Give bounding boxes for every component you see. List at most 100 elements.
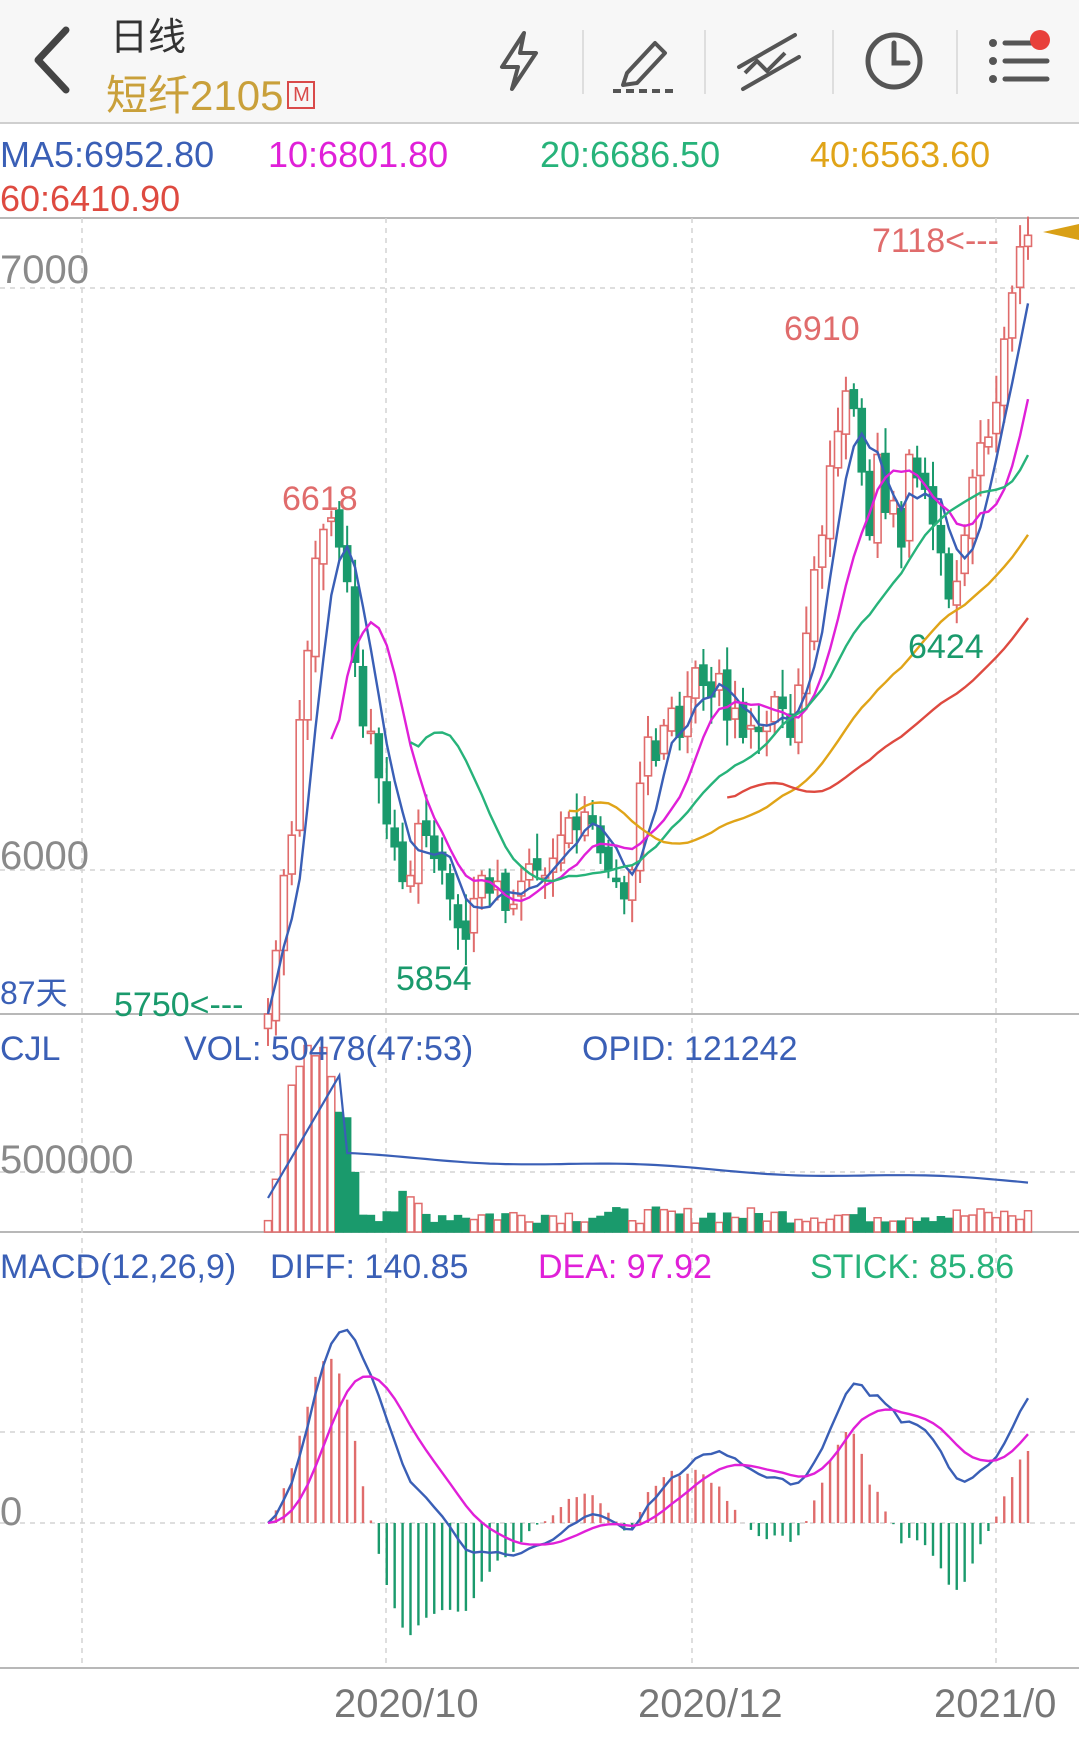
volume-bar <box>588 1217 597 1233</box>
volume-bar <box>1007 1215 1017 1233</box>
volume-bar <box>794 1218 803 1233</box>
volume-bar <box>857 1207 866 1233</box>
candle <box>604 846 613 871</box>
candle <box>722 669 732 721</box>
price-marker-icon <box>1043 224 1079 240</box>
candle <box>398 841 407 883</box>
candle <box>366 730 376 735</box>
candle <box>532 858 542 871</box>
high-annotation: 7118<--- <box>872 222 999 260</box>
macd-dea-value: DEA: 97.92 <box>538 1248 712 1286</box>
low-annotation: 5750<--- <box>114 986 244 1024</box>
volume-bar <box>984 1211 993 1233</box>
volume-bar <box>485 1213 494 1233</box>
volume-bar <box>271 1178 281 1233</box>
volume-bar <box>461 1217 471 1233</box>
candle <box>841 390 851 435</box>
macd-y-tick: 0 <box>0 1490 23 1534</box>
candle <box>675 705 684 738</box>
candle <box>627 868 637 901</box>
toolbar-divider <box>582 30 584 94</box>
x-tick-label: 2020/12 <box>638 1682 783 1726</box>
volume-bar <box>532 1222 542 1233</box>
volume-bar <box>493 1219 502 1233</box>
volume-bar <box>604 1211 613 1233</box>
volume-bar <box>802 1220 811 1233</box>
volume-bar <box>453 1214 463 1233</box>
candle <box>699 664 708 687</box>
peak-annotation: 6618 <box>282 480 358 518</box>
draw-button[interactable] <box>598 18 690 104</box>
volume-bar <box>722 1212 732 1233</box>
candle <box>849 389 859 410</box>
volume-bar <box>825 1218 835 1233</box>
open-interest-value: OPID: 121242 <box>582 1030 798 1068</box>
volume-bar <box>976 1208 985 1233</box>
volume-bar <box>525 1221 534 1233</box>
volume-bar <box>1023 1209 1033 1233</box>
candle <box>406 874 415 887</box>
candle <box>422 820 431 836</box>
volume-bar <box>382 1211 391 1233</box>
candle <box>786 713 795 738</box>
volume-bar <box>881 1221 890 1233</box>
candle <box>327 517 336 523</box>
lightning-icon <box>500 31 538 91</box>
trend-button[interactable] <box>722 18 814 104</box>
volume-bar <box>540 1214 550 1233</box>
volume-bar <box>612 1207 621 1233</box>
draw-icon <box>613 41 677 93</box>
volume-bar <box>770 1211 779 1233</box>
candle <box>429 835 439 860</box>
candle <box>453 904 463 929</box>
clock-button[interactable] <box>848 18 940 104</box>
candle <box>556 834 566 864</box>
volume-bar <box>667 1210 676 1233</box>
volume-bar <box>406 1196 415 1233</box>
candle <box>287 834 297 875</box>
volume-bar <box>952 1209 961 1233</box>
candle <box>612 877 621 883</box>
candle <box>358 665 368 727</box>
contract-name: 短纤2105 <box>106 72 284 119</box>
open-interest-line <box>267 1072 1029 1199</box>
volume-bar <box>762 1220 771 1233</box>
candle <box>350 586 360 663</box>
candle <box>667 707 677 732</box>
volume-bar <box>303 1044 312 1233</box>
ma60-value: 60:6410.90 <box>0 178 181 219</box>
volume-bar <box>960 1215 969 1233</box>
lightning-button[interactable] <box>474 18 566 104</box>
volume-bar <box>517 1214 526 1233</box>
x-tick-label: 2021/0 <box>934 1682 1057 1726</box>
candle <box>651 740 661 762</box>
ma10-value: 10:6801.80 <box>268 134 449 175</box>
candle <box>643 736 653 777</box>
volume-bar <box>920 1217 930 1233</box>
candle <box>817 534 827 568</box>
candle <box>746 724 756 730</box>
ma20-line <box>409 454 1030 883</box>
ma40-value: 40:6563.60 <box>810 134 991 175</box>
menu-button[interactable] <box>974 18 1066 104</box>
volume-bar <box>699 1217 708 1233</box>
candle <box>580 811 589 837</box>
volume-bar <box>390 1211 399 1233</box>
candle <box>263 1013 273 1030</box>
volume-bar <box>556 1222 566 1233</box>
candle <box>374 733 384 779</box>
chevron-left-icon <box>34 26 70 94</box>
x-tick-label: 2020/10 <box>334 1682 479 1726</box>
volume-bar <box>437 1215 447 1233</box>
volume-bar <box>319 1046 328 1233</box>
macd-label: MACD(12,26,9) <box>0 1248 237 1286</box>
volume-bar <box>335 1111 344 1233</box>
back-button[interactable] <box>28 22 88 98</box>
candle <box>928 486 938 525</box>
candle <box>477 874 487 899</box>
volume-bar <box>1015 1218 1025 1233</box>
candle <box>968 476 977 540</box>
candle <box>311 557 320 658</box>
contract-title[interactable]: 短纤2105 M <box>106 62 316 123</box>
